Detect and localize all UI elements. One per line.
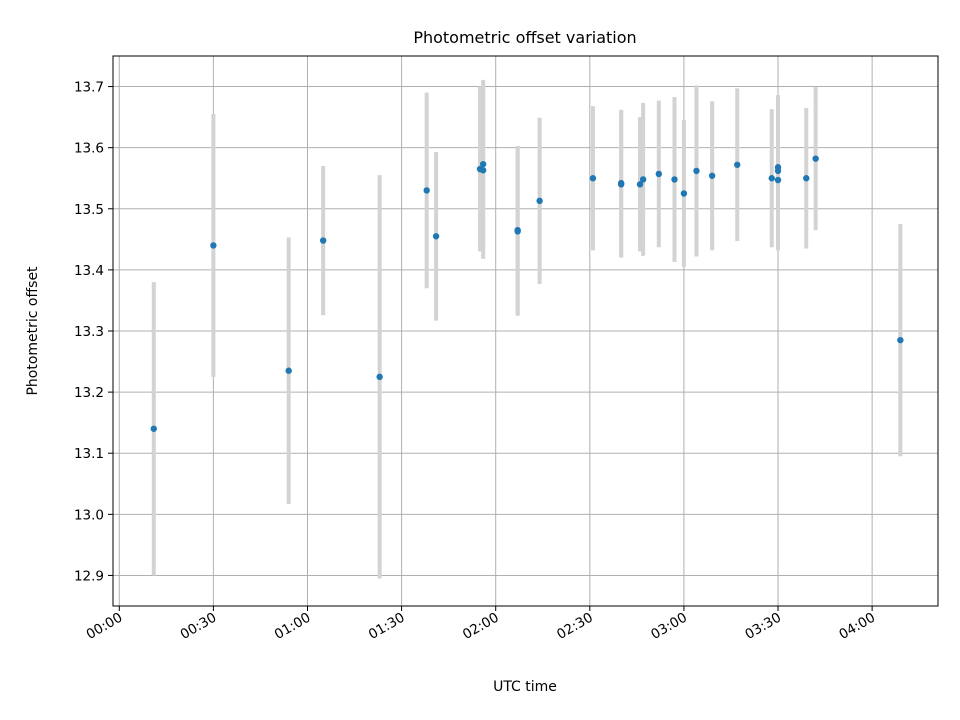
x-tick-label: 03:30 [742,610,784,643]
data-point [708,172,716,179]
data-point [423,187,430,194]
data-point [479,160,487,168]
data-point [680,190,688,197]
data-point [376,373,383,381]
y-tick-label: 13.6 [74,141,104,157]
data-point [768,175,775,182]
x-tick-label: 02:00 [460,610,502,643]
y-tick-label: 13.7 [74,80,104,96]
x-tick-label: 04:00 [836,610,878,643]
y-tick-label: 13.1 [74,446,104,462]
data-point [655,170,663,178]
error-bars [151,79,903,579]
chart-title: Photometric offset variation [413,28,636,47]
data-point [514,226,521,234]
y-axis-label: Photometric offset [25,266,41,396]
x-tick-label: 00:30 [178,610,220,643]
x-tick-label: 01:30 [366,610,408,643]
data-point [150,425,157,432]
y-tick-label: 13.2 [74,385,104,401]
data-point [774,176,782,184]
y-tick-label: 13.0 [74,507,104,523]
data-points [150,155,904,432]
data-point [639,176,647,183]
x-tick-label: 02:30 [554,610,596,643]
y-tick-label: 13.3 [74,324,104,340]
y-tick-label: 13.5 [74,202,104,218]
data-point [734,161,741,168]
data-point [479,167,487,174]
data-point [210,242,217,249]
y-axis-ticks: 12.9 13.0 13.1 13.2 13.3 13.4 13.5 13.6 13.7 [74,80,113,584]
data-point [636,181,644,188]
data-point [897,336,904,344]
x-tick-label: 01:00 [272,610,314,643]
y-tick-label: 12.9 [74,568,104,584]
data-point [671,176,678,183]
x-axis-ticks: 00:00 00:30 01:00 01:30 02:00 02:30 03:00 03:30… [84,606,878,643]
x-tick-label: 03:00 [648,610,690,643]
x-axis-label: UTC time [493,679,557,695]
data-point [617,181,625,188]
y-tick-label: 13.4 [74,263,104,279]
data-point [536,197,543,205]
data-point [774,167,782,175]
data-point [432,233,440,240]
data-point [589,175,597,182]
data-point [319,237,327,244]
data-point [803,175,810,182]
data-point [812,155,819,162]
data-point [285,367,292,374]
grid-lines [113,56,938,606]
data-point [693,167,700,175]
x-tick-label: 00:00 [84,610,126,643]
